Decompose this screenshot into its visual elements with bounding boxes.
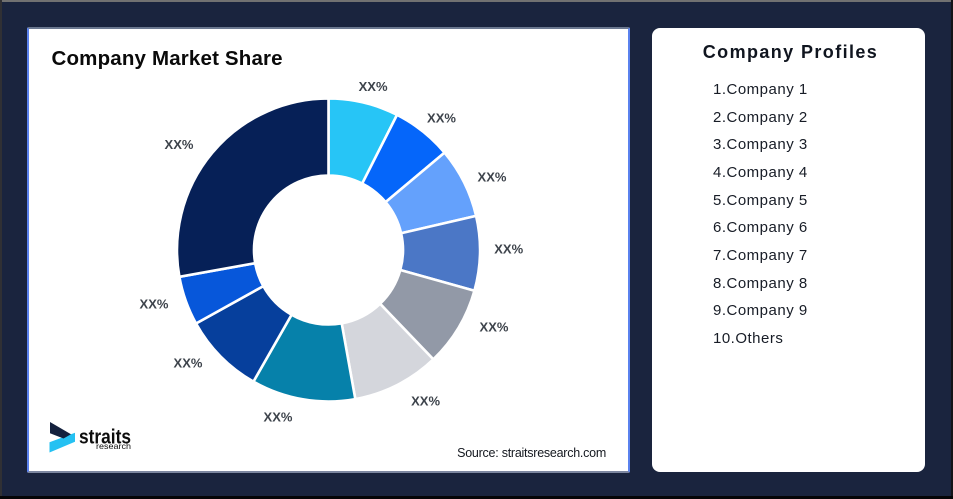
svg-text:XX%: XX% [411, 393, 440, 408]
svg-text:XX%: XX% [478, 169, 507, 184]
svg-text:XX%: XX% [174, 356, 203, 371]
svg-text:research: research [96, 441, 131, 451]
svg-text:straits: straits [79, 426, 131, 448]
svg-text:XX%: XX% [359, 79, 388, 94]
svg-text:XX%: XX% [264, 409, 293, 424]
svg-text:XX%: XX% [165, 137, 194, 152]
svg-text:XX%: XX% [480, 320, 509, 335]
svg-text:XX%: XX% [494, 242, 523, 257]
svg-text:XX%: XX% [427, 110, 456, 125]
svg-text:XX%: XX% [140, 297, 169, 312]
